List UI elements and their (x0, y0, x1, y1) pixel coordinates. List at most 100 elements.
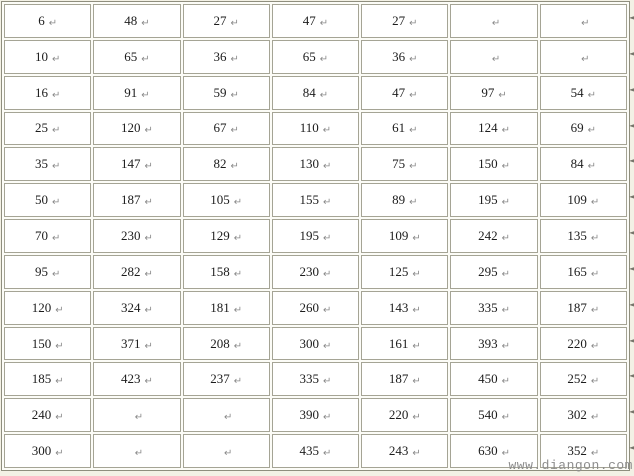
cell-value: 75 (392, 156, 406, 172)
table-cell: 158 ↵ (182, 254, 270, 289)
cell-value: 423 (120, 371, 141, 387)
pilcrow-mark: ↵ (230, 161, 239, 173)
pilcrow-mark: ↵ (501, 232, 510, 244)
table-cell: 129 ↵ (182, 219, 270, 253)
table-cell: 36 ↵ (361, 39, 449, 74)
cell-value: 147 (120, 156, 141, 172)
table-cell: 195 ↵ (271, 219, 360, 253)
table-cell: 105 ↵ (182, 183, 270, 218)
cell-value: 630 (478, 443, 498, 459)
pilcrow-mark: ↵ (144, 340, 153, 352)
pilcrow-mark: ↵ (144, 376, 153, 388)
table-cell: 59 ↵ (182, 75, 270, 110)
table-cell: 110 ↵ (271, 111, 360, 146)
pilcrow-mark: ↵ (581, 53, 590, 65)
table-cell: 6 ↵ (4, 4, 92, 38)
data-table: 6 ↵ 48 ↵ 27 ↵ 47 ↵ 27 ↵ ↵ ↵ 10 ↵ 65 ↵ 36 ↵ 65 ↵ 36 ↵ ↵ ↵ 16 ↵ 91 ↵ 5… (1, 1, 630, 471)
table-cell: 161 ↵ (361, 326, 449, 361)
cell-value: 109 (388, 227, 409, 243)
cell-value: 105 (210, 192, 230, 208)
table-cell: 302 ↵ (539, 398, 627, 433)
table-cell: ↵ (182, 398, 270, 433)
cell-value: 161 (388, 335, 409, 351)
cell-value: 300 (31, 443, 52, 459)
table-row: 25 ↵ 120 ↵ 67 ↵ 110 ↵ 61 ↵ 124 ↵ 69 ↵ (4, 111, 627, 146)
table-cell: 220 ↵ (539, 326, 627, 361)
table-cell: 27 ↵ (182, 4, 270, 38)
pilcrow-mark: ↵ (412, 340, 421, 352)
table-cell: 230 ↵ (93, 219, 181, 253)
cell-value: 89 (392, 192, 406, 208)
cell-value: 130 (299, 156, 320, 172)
cell-value: 95 (34, 263, 48, 279)
pilcrow-mark: ↵ (412, 268, 421, 280)
table-cell: 69 ↵ (539, 111, 627, 146)
pilcrow-mark: ↵ (409, 125, 418, 137)
pilcrow-mark: ↵ (55, 304, 64, 316)
table-cell: 75 ↵ (361, 147, 449, 182)
table-cell: 187 ↵ (361, 362, 449, 397)
cell-value: 540 (478, 407, 498, 423)
table-cell: 54 ↵ (539, 75, 627, 110)
cell-value: 181 (210, 299, 230, 315)
table-cell: 335 ↵ (271, 362, 360, 397)
pilcrow-mark: ↵ (144, 161, 153, 173)
table-row: 95 ↵ 282 ↵ 158 ↵ 230 ↵ 125 ↵ 295 ↵ 165 ↵ (4, 254, 627, 289)
row-end-mark: ◄ (629, 443, 634, 452)
pilcrow-mark: ↵ (323, 197, 332, 209)
table-cell: 630 ↵ (450, 434, 538, 468)
table-row: 185 ↵ 423 ↵ 237 ↵ 335 ↵ 187 ↵ 450 ↵ 252 ↵ (4, 362, 627, 397)
pilcrow-mark: ↵ (501, 340, 510, 352)
table-cell: 48 ↵ (93, 4, 181, 38)
cell-value: 120 (31, 299, 52, 315)
pilcrow-mark: ↵ (491, 17, 501, 29)
table-cell: 47 ↵ (361, 75, 449, 110)
table-cell: 150 ↵ (4, 326, 92, 361)
row-end-mark: ◄ (629, 264, 634, 273)
row-end-mark: ◄ (629, 121, 634, 130)
table-cell: 25 ↵ (4, 111, 92, 146)
pilcrow-mark: ↵ (323, 268, 332, 280)
table-cell: 282 ↵ (93, 254, 181, 289)
pilcrow-mark: ↵ (51, 197, 61, 209)
pilcrow-mark: ↵ (141, 89, 150, 101)
cell-value: 82 (213, 156, 227, 172)
row-end-mark: ◄ (629, 156, 634, 165)
cell-value: 120 (120, 120, 141, 136)
pilcrow-mark: ↵ (319, 89, 329, 101)
cell-value: 110 (299, 120, 319, 136)
table-cell: 352 ↵ (539, 434, 627, 468)
pilcrow-mark: ↵ (501, 125, 510, 137)
cell-value: 143 (388, 299, 409, 315)
cell-value: 47 (302, 12, 316, 28)
pilcrow-mark: ↵ (233, 197, 243, 209)
table-cell: 124 ↵ (450, 111, 538, 146)
pilcrow-mark: ↵ (412, 448, 421, 460)
table-cell: 371 ↵ (93, 326, 181, 361)
table-row: 70 ↵ 230 ↵ 129 ↵ 195 ↵ 109 ↵ 242 ↵ 135 ↵ (4, 219, 627, 253)
table-cell: ↵ (450, 39, 538, 74)
pilcrow-mark: ↵ (233, 376, 243, 388)
cell-value: 36 (213, 48, 227, 64)
cell-value: 371 (120, 335, 141, 351)
pilcrow-mark: ↵ (51, 89, 61, 101)
pilcrow-mark: ↵ (144, 197, 153, 209)
pilcrow-mark: ↵ (501, 376, 510, 388)
table-cell: ↵ (539, 39, 627, 74)
pilcrow-mark: ↵ (412, 232, 421, 244)
pilcrow-mark: ↵ (230, 89, 239, 101)
table-cell: 130 ↵ (271, 147, 360, 182)
cell-value: 109 (567, 192, 587, 208)
table-row: 35 ↵ 147 ↵ 82 ↵ 130 ↵ 75 ↵ 150 ↵ 84 ↵ (4, 147, 627, 182)
cell-value: 65 (302, 48, 316, 64)
pilcrow-mark: ↵ (224, 412, 233, 424)
pilcrow-mark: ↵ (319, 17, 329, 29)
table-cell: ↵ (93, 398, 181, 433)
table-cell: 120 ↵ (93, 111, 181, 146)
pilcrow-mark: ↵ (587, 125, 597, 137)
row-end-mark: ◄ (629, 371, 634, 380)
cell-value: 47 (392, 84, 406, 100)
pilcrow-mark: ↵ (230, 125, 239, 137)
cell-value: 195 (478, 192, 498, 208)
cell-value: 243 (388, 443, 409, 459)
